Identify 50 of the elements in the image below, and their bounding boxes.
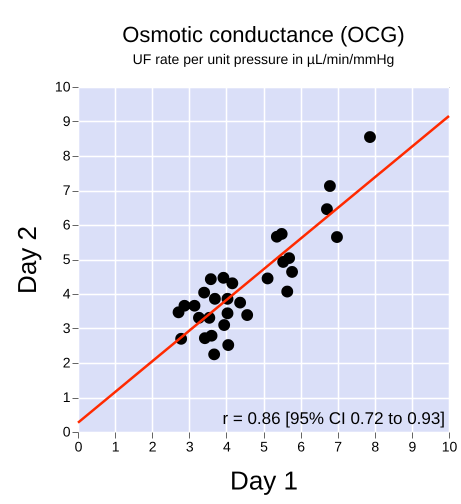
point [364, 131, 376, 143]
point [262, 272, 274, 284]
y-tick-label: 10 [54, 78, 71, 94]
y-tick-label: 5 [62, 251, 71, 267]
point [198, 286, 210, 299]
x-axis-title: Day 1 [230, 466, 298, 496]
point [208, 348, 220, 360]
point [324, 180, 336, 192]
x-tick-label: 0 [74, 438, 83, 454]
point [222, 307, 234, 320]
point [208, 292, 221, 305]
x-tick-label: 5 [260, 438, 268, 454]
point [222, 339, 234, 351]
x-tick-label: 7 [334, 438, 342, 454]
chart-title: Osmotic conductance (OCG) [122, 22, 405, 47]
x-tick-label: 1 [112, 438, 120, 454]
y-tick-label: 3 [62, 320, 71, 336]
point [188, 300, 200, 312]
x-tick-label: 8 [371, 438, 380, 454]
y-tick-label: 7 [62, 182, 71, 198]
point [331, 231, 343, 243]
y-tick-label: 9 [62, 113, 71, 129]
point [218, 319, 230, 331]
chart-subtitle: UF rate per unit pressure in µL/min/mmHg [132, 51, 394, 67]
point [172, 306, 184, 318]
point [281, 286, 294, 298]
x-tick-label: 6 [297, 438, 306, 454]
point [206, 330, 218, 342]
x-tick-label: 3 [186, 438, 194, 454]
point [218, 272, 230, 284]
point [276, 228, 288, 240]
y-tick-label: 2 [62, 354, 71, 370]
y-tick-label: 4 [62, 286, 71, 302]
y-tick-label: 1 [62, 389, 71, 405]
y-tick-label: 6 [62, 216, 71, 232]
point [321, 203, 333, 216]
y-axis-title: Day 2 [12, 226, 42, 294]
x-tick-label: 9 [408, 438, 416, 454]
y-tick-label: 0 [62, 424, 71, 440]
point [283, 252, 296, 264]
point [204, 273, 217, 286]
point [234, 296, 246, 309]
point [286, 266, 298, 278]
x-tick-label: 4 [223, 438, 231, 454]
x-tick-label: 2 [148, 438, 157, 454]
annotation: r = 0.86 [95% CI 0.72 to 0.93] [222, 409, 445, 428]
y-tick-label: 8 [62, 148, 71, 164]
point [226, 277, 238, 290]
point [241, 309, 254, 321]
x-tick-label: 10 [442, 438, 458, 454]
